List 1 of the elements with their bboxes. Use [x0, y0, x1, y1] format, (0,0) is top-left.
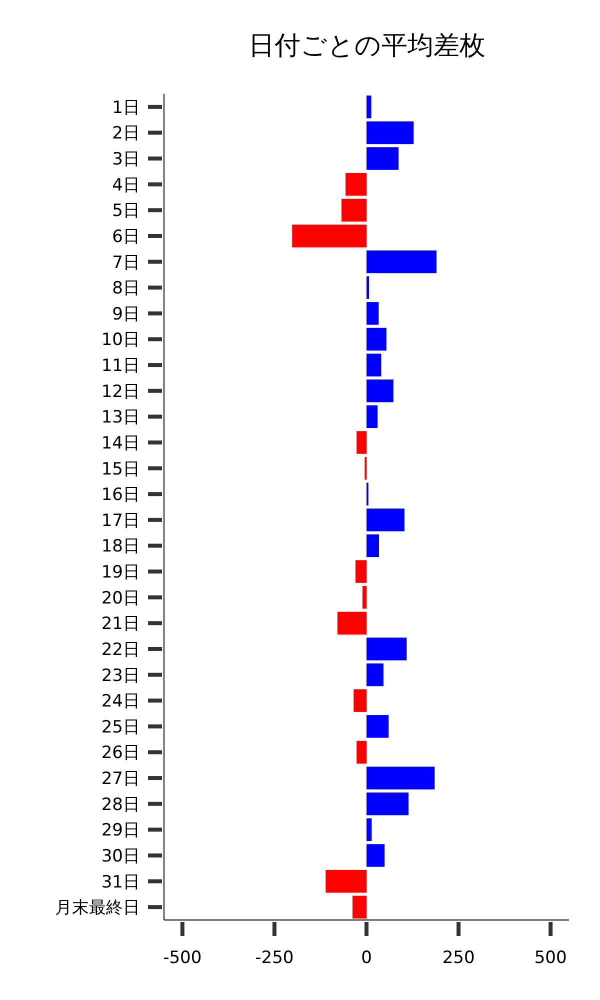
title: 日付ごとの平均差枚 — [248, 31, 486, 61]
